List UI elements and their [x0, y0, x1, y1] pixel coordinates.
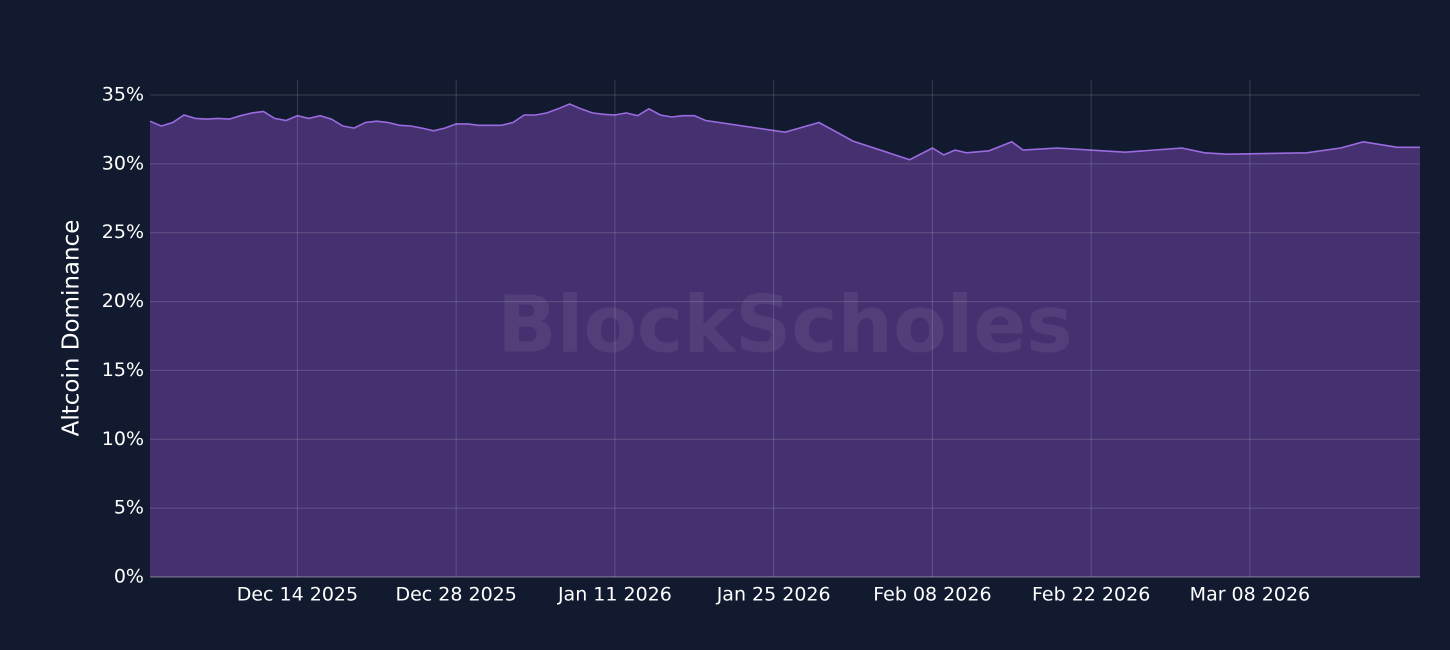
y-tick-label: 20%	[102, 290, 144, 312]
watermark: BlockScholes	[497, 280, 1072, 370]
y-axis-title: Altcoin Dominance	[59, 220, 85, 437]
y-tick-label: 25%	[102, 221, 144, 243]
x-tick-label: Dec 14 2025	[237, 584, 358, 606]
x-tick-label: Dec 28 2025	[395, 584, 516, 606]
x-tick-label: Feb 08 2026	[873, 584, 991, 606]
x-tick-label: Feb 22 2026	[1032, 584, 1150, 606]
y-tick-label: 35%	[102, 84, 144, 106]
x-tick-label: Jan 25 2026	[716, 584, 831, 606]
y-tick-label: 0%	[114, 566, 144, 588]
y-tick-label: 15%	[102, 359, 144, 381]
y-tick-label: 10%	[102, 428, 144, 450]
y-tick-label: 30%	[102, 152, 144, 174]
y-tick-label: 5%	[114, 497, 144, 519]
x-tick-label: Mar 08 2026	[1190, 584, 1310, 606]
x-tick-label: Jan 11 2026	[557, 584, 672, 606]
area-fill	[150, 104, 1420, 577]
area-line	[149, 103, 1420, 161]
